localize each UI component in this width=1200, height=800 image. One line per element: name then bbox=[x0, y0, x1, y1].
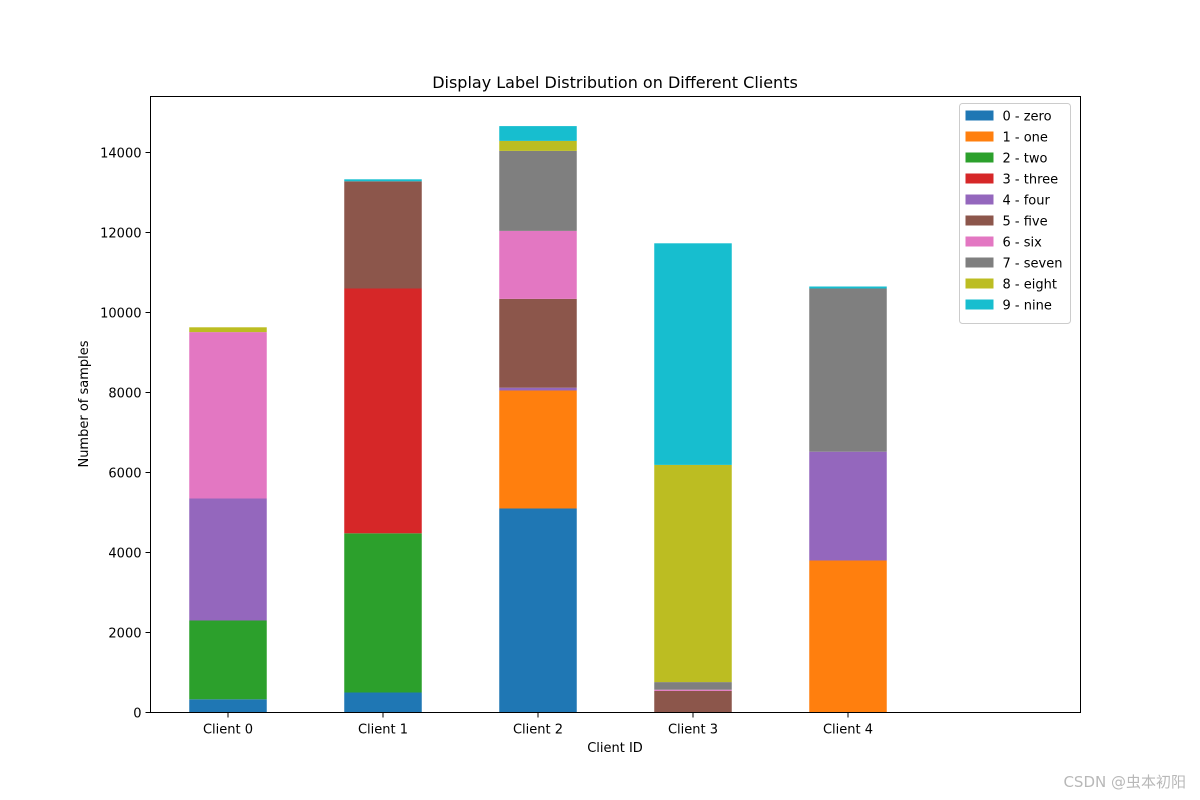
bar-segment-client-0-label-8 bbox=[189, 327, 267, 333]
x-tick-label: Client 3 bbox=[668, 723, 718, 738]
bar-segment-client-2-label-6 bbox=[499, 230, 577, 299]
y-tick-label: 6000 bbox=[108, 467, 141, 482]
bar-segment-client-0-label-2 bbox=[189, 620, 267, 700]
x-tick-label: Client 2 bbox=[513, 723, 563, 738]
legend-label: 1 - one bbox=[1003, 131, 1048, 146]
legend-swatch bbox=[965, 257, 994, 268]
y-tick-label: 12000 bbox=[100, 227, 141, 242]
y-tick-label: 2000 bbox=[108, 627, 141, 642]
legend-swatch bbox=[965, 110, 994, 121]
x-tick-label: Client 0 bbox=[203, 723, 253, 738]
legend-label: 6 - six bbox=[1003, 236, 1043, 251]
bar-segment-client-4-label-9 bbox=[809, 286, 887, 289]
bar-segment-client-1-label-0 bbox=[344, 692, 422, 713]
legend-swatch bbox=[965, 278, 994, 289]
x-tick-label: Client 4 bbox=[823, 723, 873, 738]
legend-label: 4 - four bbox=[1003, 194, 1051, 209]
bar-segment-client-3-label-8 bbox=[654, 464, 732, 683]
x-tick-label: Client 1 bbox=[358, 723, 408, 738]
y-tick-label: 10000 bbox=[100, 307, 141, 322]
legend-swatch bbox=[965, 236, 994, 247]
bar-segment-client-1-label-2 bbox=[344, 533, 422, 693]
legend-label: 5 - five bbox=[1003, 215, 1048, 230]
legend-label: 3 - three bbox=[1003, 173, 1059, 188]
legend-label: 2 - two bbox=[1003, 152, 1048, 167]
x-axis-label: Client ID bbox=[587, 741, 643, 756]
y-tick-label: 8000 bbox=[108, 387, 141, 402]
bar-segment-client-0-label-0 bbox=[189, 699, 267, 713]
bar-segment-client-4-label-1 bbox=[809, 560, 887, 713]
bar-segment-client-2-label-0 bbox=[499, 508, 577, 713]
legend-swatch bbox=[965, 173, 994, 184]
chart-title: Display Label Distribution on Different … bbox=[432, 73, 798, 92]
legend-label: 0 - zero bbox=[1003, 110, 1052, 125]
bar-segment-client-2-label-5 bbox=[499, 298, 577, 388]
bar-segment-client-3-label-5 bbox=[654, 690, 732, 713]
y-tick-label: 14000 bbox=[100, 147, 141, 162]
bar-segment-client-4-label-7 bbox=[809, 288, 887, 452]
legend-swatch bbox=[965, 152, 994, 163]
legend-swatch bbox=[965, 299, 994, 310]
bar-segment-client-2-label-7 bbox=[499, 150, 577, 231]
bar-segment-client-1-label-5 bbox=[344, 181, 422, 289]
y-axis-label: Number of samples bbox=[77, 340, 92, 467]
x-ticks: Client 0 Client 1 Client 2 Client 3 Client 4 bbox=[203, 712, 873, 738]
bars-layer bbox=[189, 126, 887, 713]
legend: 0 - zero 1 - one 2 - two 3 - three 4 - four 5… bbox=[959, 103, 1071, 324]
legend-label: 9 - nine bbox=[1003, 299, 1052, 314]
bar-segment-client-2-label-4 bbox=[499, 387, 577, 391]
legend-swatch bbox=[965, 131, 994, 142]
bar-segment-client-1-label-3 bbox=[344, 288, 422, 534]
y-tick-label: 0 bbox=[133, 707, 141, 722]
bar-segment-client-3-label-6 bbox=[654, 689, 732, 691]
legend-label: 7 - seven bbox=[1003, 257, 1063, 272]
legend-swatch bbox=[965, 215, 994, 226]
bar-segment-client-2-label-9 bbox=[499, 126, 577, 141]
bar-segment-client-3-label-7 bbox=[654, 682, 732, 690]
y-tick-label: 4000 bbox=[108, 547, 141, 562]
legend-swatch bbox=[965, 194, 994, 205]
legend-label: 8 - eight bbox=[1003, 278, 1057, 293]
watermark: CSDN @虫本初阳 bbox=[1063, 773, 1186, 791]
bar-segment-client-0-label-4 bbox=[189, 498, 267, 621]
bar-segment-client-0-label-6 bbox=[189, 332, 267, 499]
bar-segment-client-2-label-8 bbox=[499, 140, 577, 151]
plot-frame bbox=[150, 96, 1081, 713]
bar-segment-client-4-label-4 bbox=[809, 451, 887, 561]
bar-segment-client-2-label-1 bbox=[499, 390, 577, 509]
bar-segment-client-1-label-9 bbox=[344, 179, 422, 182]
bar-segment-client-3-label-9 bbox=[654, 243, 732, 465]
y-ticks: 0 2000 4000 6000 8000 10000 12000 14000 bbox=[100, 147, 151, 722]
